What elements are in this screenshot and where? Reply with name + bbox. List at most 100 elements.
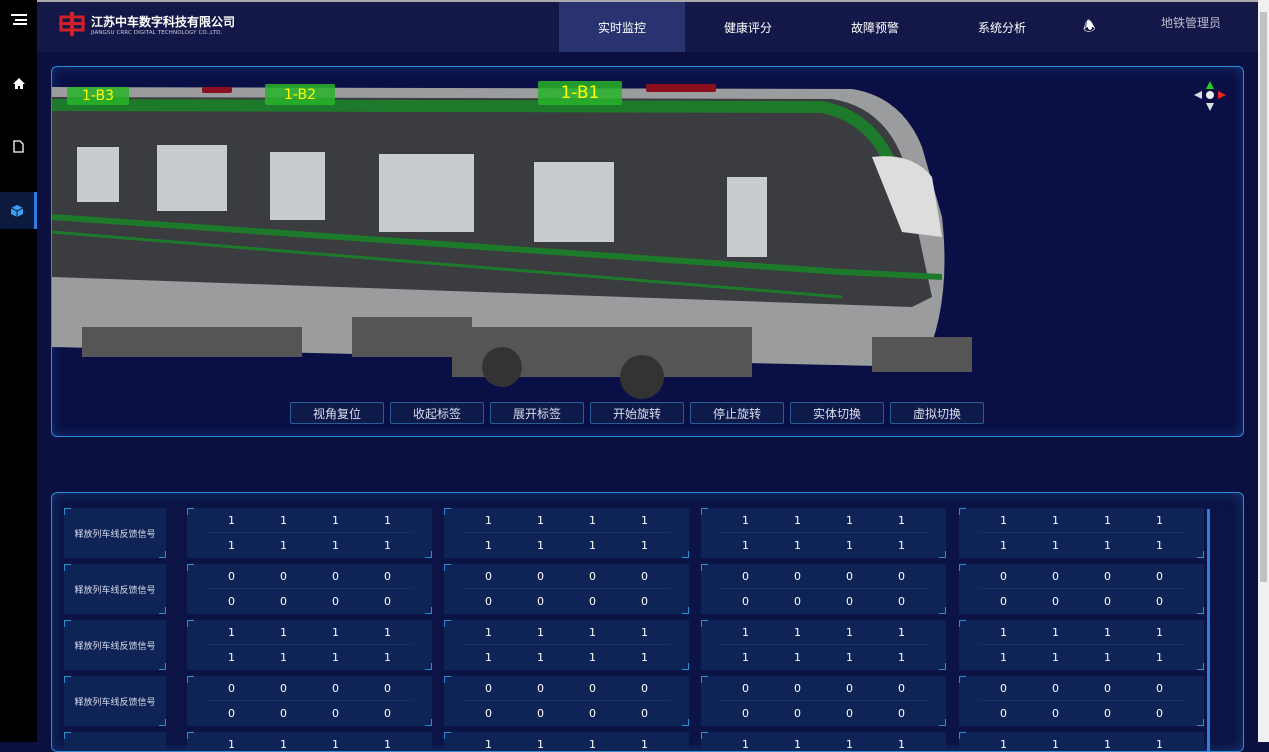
signal-label: 释放列车线反馈信号 (64, 676, 166, 726)
train-model[interactable] (52, 67, 1244, 437)
reset-view-button[interactable]: 视角复位 (290, 402, 384, 424)
start-rotate-button[interactable]: 开始旋转 (590, 402, 684, 424)
signal-value: 1 (485, 650, 492, 664)
signal-value: 0 (846, 706, 853, 720)
signal-value: 1 (567, 733, 619, 751)
menu-icon[interactable] (0, 0, 37, 37)
signal-value: 1 (1030, 733, 1082, 751)
page-scrollbar[interactable] (1258, 0, 1269, 742)
stop-rotate-button[interactable]: 停止旋转 (690, 402, 784, 424)
signal-value: 1 (875, 509, 928, 533)
signal-value: 0 (641, 706, 648, 720)
signal-value: 0 (228, 706, 235, 720)
file-icon[interactable] (0, 128, 37, 165)
signal-value: 1 (332, 650, 339, 664)
signal-value: 1 (794, 538, 801, 552)
signal-table-panel: 释放列车线反馈信号 1 1 1 1 1 1 1 1 1 1 1 1 1 1 1 1 1 1 1 1 1 1 1 1 1 1 1 1 1 1 1… (51, 492, 1244, 752)
signal-value: 1 (566, 509, 619, 533)
crrc-logo-icon (59, 12, 85, 36)
collapse-tags-button[interactable]: 收起标签 (390, 402, 484, 424)
nav-system-analysis[interactable]: 系统分析 (977, 20, 1026, 35)
company-name: 江苏中车数字科技有限公司 (91, 14, 236, 29)
signal-value: 0 (462, 565, 515, 589)
signal-value: 0 (384, 706, 391, 720)
signal-value: 1 (720, 733, 772, 751)
signal-value: 0 (1000, 706, 1007, 720)
signal-value: 0 (1104, 594, 1111, 608)
company-name-en: JIANGSU CRRC DIGITAL TECHNOLOGY CO.,LTD. (91, 29, 223, 36)
signal-value: 0 (1029, 677, 1082, 701)
signal-value: 0 (1133, 565, 1186, 589)
signal-value: 0 (823, 565, 876, 589)
nav-fault-warning[interactable]: 故障预警 (850, 20, 899, 35)
signal-value: 0 (1052, 706, 1059, 720)
signal-value: 1 (875, 621, 928, 645)
signal-value: 1 (362, 733, 414, 751)
signal-value: 1 (462, 621, 515, 645)
signal-value: 0 (1104, 706, 1111, 720)
signal-value: 1 (794, 650, 801, 664)
signal-value: 0 (332, 594, 339, 608)
signal-value: 1 (719, 621, 772, 645)
top-header: 江苏中车数字科技有限公司 JIANGSU CRRC DIGITAL TECHNOL… (37, 0, 1258, 52)
sidebar (0, 0, 37, 742)
signal-value: 0 (514, 565, 567, 589)
expand-tags-button[interactable]: 展开标签 (490, 402, 584, 424)
nav-realtime-monitor[interactable]: 实时监控 (559, 2, 685, 52)
car-tag-hidden[interactable] (202, 87, 232, 93)
signal-value: 1 (898, 538, 905, 552)
signal-value: 0 (1052, 594, 1059, 608)
table-scrollbar[interactable] (1207, 509, 1210, 751)
signal-value: 1 (824, 733, 876, 751)
signal-value: 1 (1133, 621, 1186, 645)
solid-mode-button[interactable]: 实体切换 (790, 402, 884, 424)
signal-value: 1 (846, 538, 853, 552)
signal-value: 0 (566, 565, 619, 589)
signal-value: 0 (1081, 565, 1134, 589)
signal-value: 0 (280, 594, 287, 608)
bell-icon[interactable]: 🕭 (1083, 19, 1096, 35)
signal-value: 1 (463, 733, 515, 751)
axis-gizmo-icon[interactable] (1192, 77, 1228, 113)
nav-health-score[interactable]: 健康评分 (723, 20, 772, 35)
signal-value: 1 (1000, 538, 1007, 552)
car-tag-1-b3[interactable]: 1-B3 (67, 87, 129, 105)
signal-label: 释放列车线反馈信号 (64, 564, 166, 614)
signal-value: 1 (823, 509, 876, 533)
train-3d-viewer[interactable]: 1-B3 1-B2 1-B1 视角复位 收起标签 展开标签 开始旋转 停止旋转 … (51, 66, 1244, 437)
signal-value: 0 (771, 677, 824, 701)
cube-icon[interactable] (0, 192, 37, 229)
signal-value: 1 (977, 509, 1030, 533)
signal-value: 1 (1000, 650, 1007, 664)
signal-value: 0 (205, 565, 258, 589)
car-tag-1-b1[interactable]: 1-B1 (538, 81, 622, 105)
company-logo: 江苏中车数字科技有限公司 JIANGSU CRRC DIGITAL TECHNOL… (59, 12, 235, 36)
signal-value: 0 (257, 565, 310, 589)
signal-value: 0 (794, 706, 801, 720)
signal-value: 1 (1134, 733, 1186, 751)
virtual-mode-button[interactable]: 虚拟切换 (890, 402, 984, 424)
signal-value: 1 (257, 509, 310, 533)
signal-value: 0 (1156, 706, 1163, 720)
car-tag-1-b2[interactable]: 1-B2 (265, 84, 335, 105)
signal-value: 0 (846, 594, 853, 608)
home-icon[interactable] (0, 65, 37, 102)
signal-value: 1 (384, 650, 391, 664)
signal-value: 1 (309, 509, 362, 533)
user-name[interactable]: 地铁管理员 (1161, 16, 1222, 30)
signal-value: 0 (589, 706, 596, 720)
signal-value: 0 (514, 677, 567, 701)
signal-value: 0 (485, 594, 492, 608)
car-tag-hidden[interactable] (646, 84, 716, 92)
signal-value: 1 (205, 509, 258, 533)
